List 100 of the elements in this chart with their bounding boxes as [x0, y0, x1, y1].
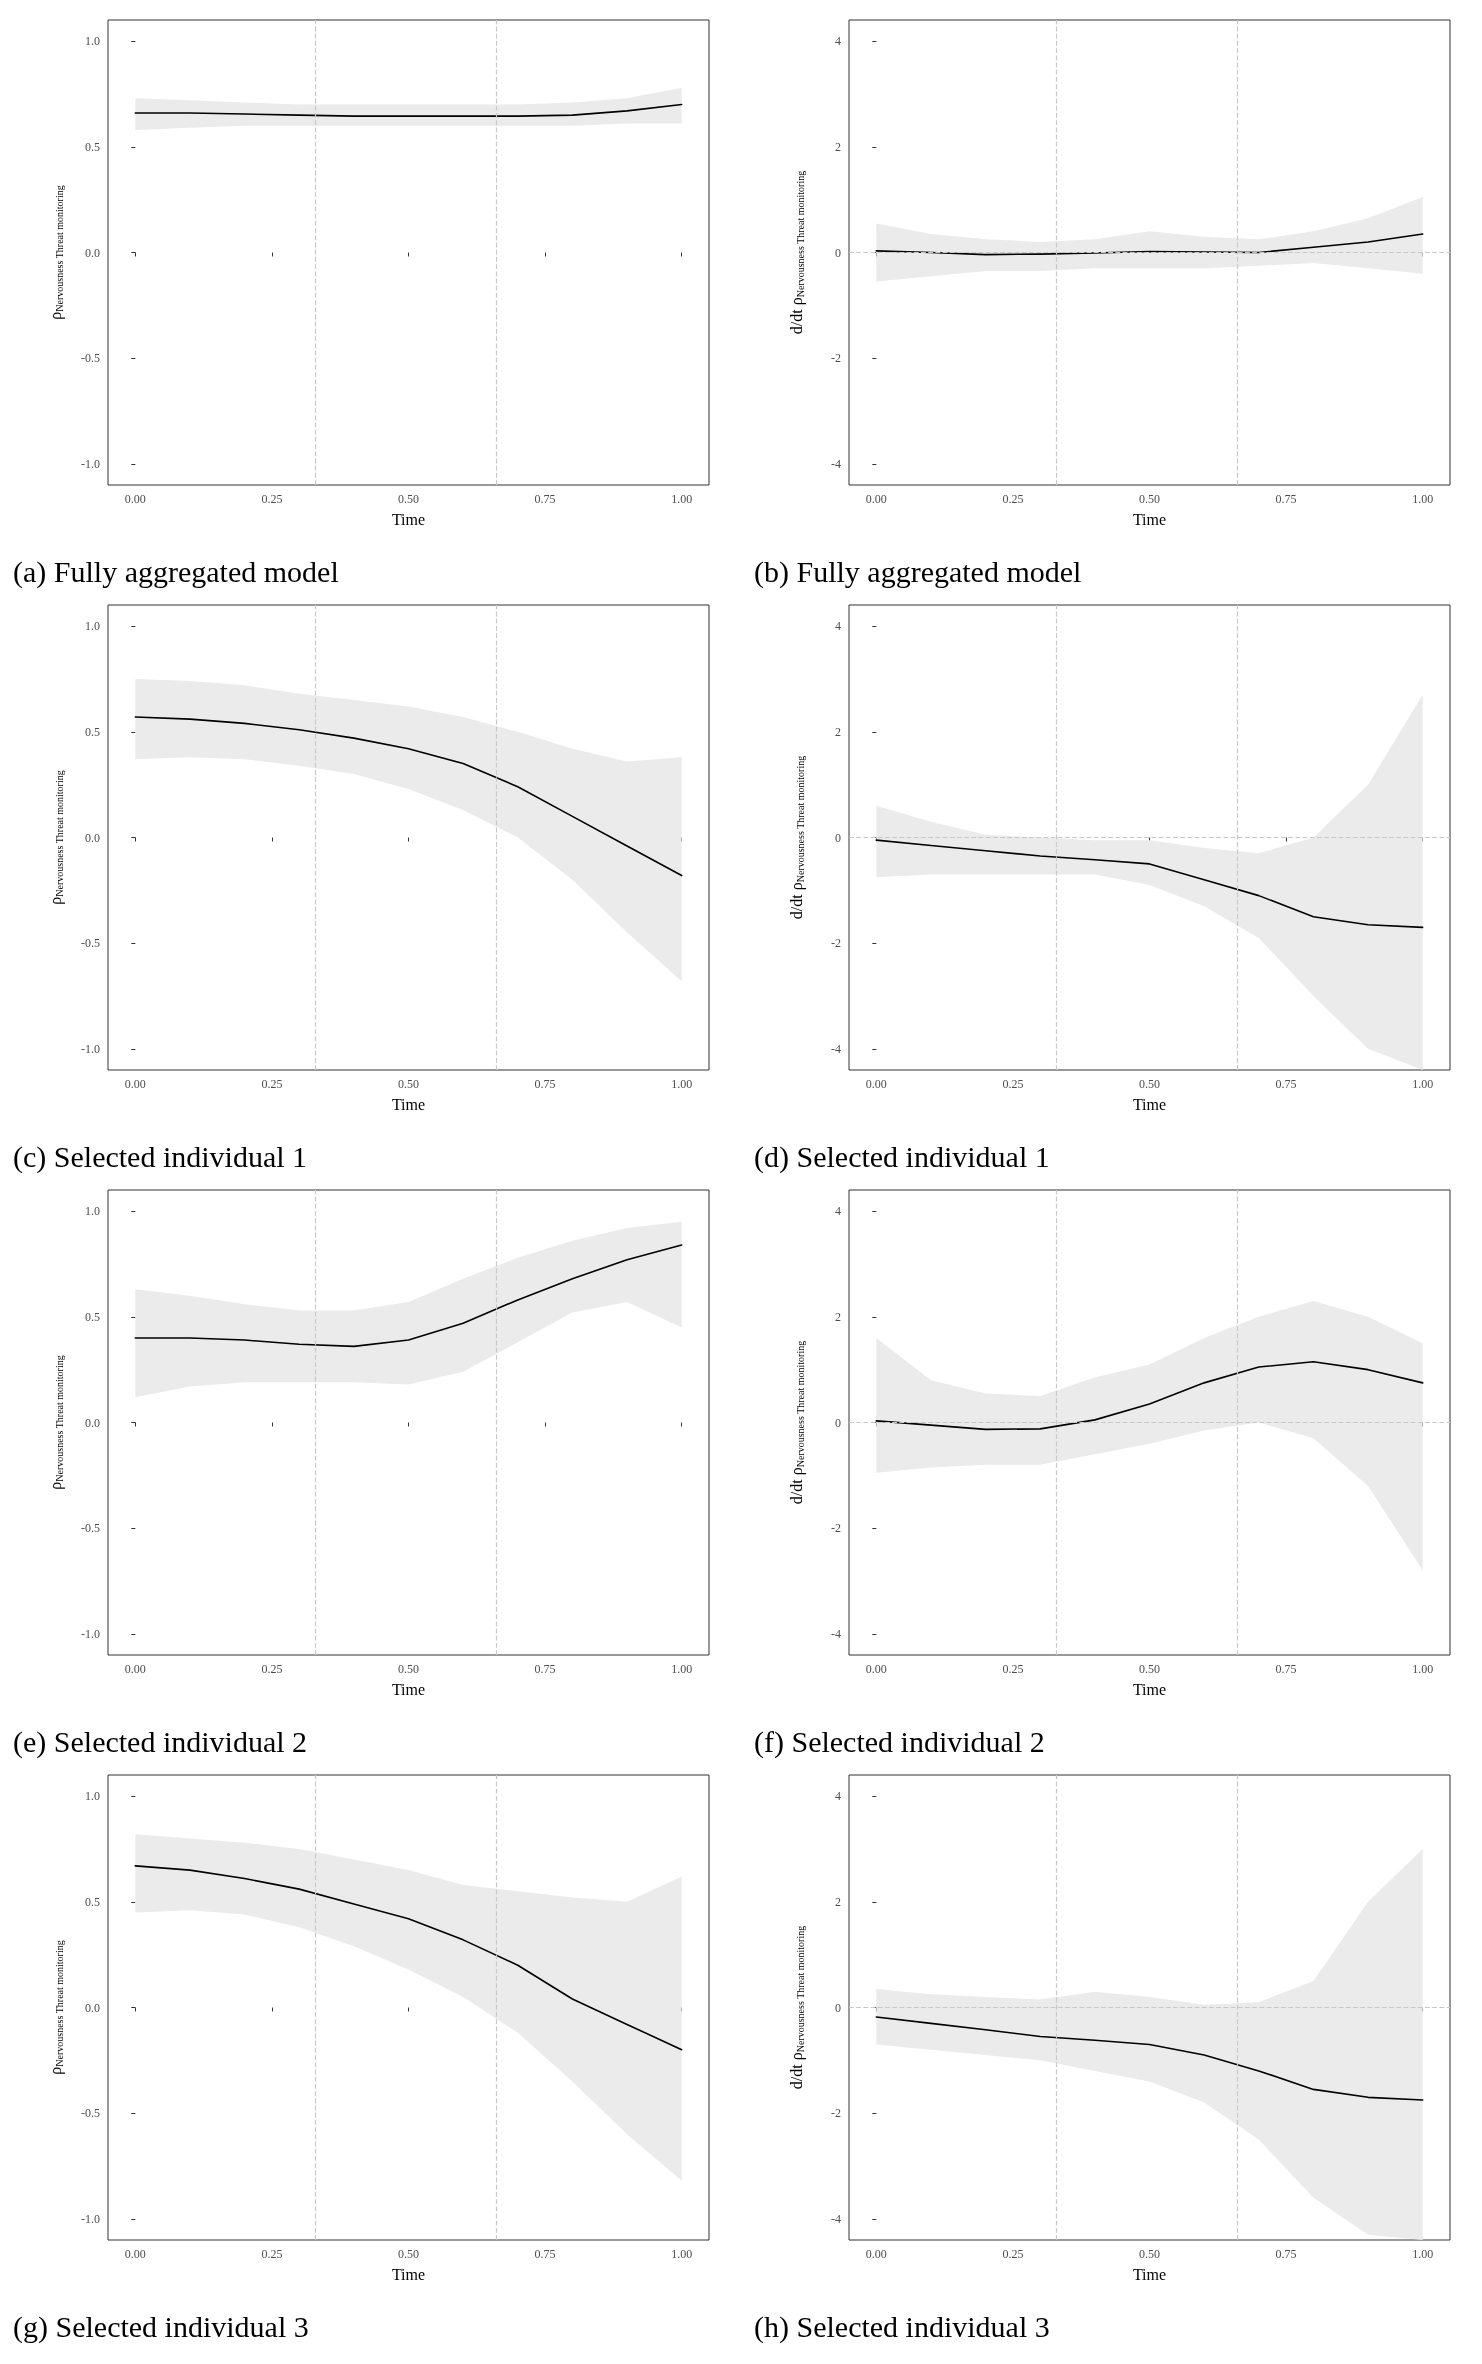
x-tick-label: 1.00	[1412, 492, 1434, 506]
x-tick-label: 0.25	[261, 492, 283, 506]
y-tick-label: 2	[835, 1894, 841, 1909]
y-tick-label: 0.5	[85, 139, 100, 154]
text: (e) Selected individual 2	[13, 1724, 308, 1759]
y-tick-label: 4	[835, 34, 841, 49]
y-tick-label: 2	[835, 139, 841, 154]
y-tick-label: 0.5	[85, 724, 100, 739]
line-series	[875, 839, 1424, 929]
x-tick-label: 0.50	[1139, 1077, 1160, 1091]
y-tick-label: 1.0	[85, 1204, 100, 1219]
x-tick-label: 0.50	[398, 1662, 419, 1676]
y-tick-label: -4	[831, 2211, 841, 2226]
x-tick-label: 0.75	[534, 1662, 556, 1676]
text: (a) Fully aggregated model	[13, 554, 339, 589]
y-tick-label: -4	[831, 1626, 841, 1641]
text: (f) Selected individual 2	[754, 1724, 1045, 1759]
y-tick-label: 1.0	[85, 34, 100, 49]
y-tick-label: 0.5	[85, 1894, 100, 1909]
x-tick-label: 0.00	[124, 1662, 146, 1676]
x-tick-label: 0.50	[398, 1077, 419, 1091]
y-tick-label: -0.5	[81, 2106, 100, 2121]
y-tick-label: -4	[831, 456, 841, 471]
y-axis-title: d/dt ρNervousness Threat monitoring	[787, 755, 806, 920]
x-tick-label: 0.75	[1275, 1662, 1297, 1676]
x-tick-label: 0.75	[1275, 2247, 1297, 2261]
y-tick-label: 2	[835, 1309, 841, 1324]
x-tick-label: 1.00	[671, 2247, 693, 2261]
x-tick-label: 1.00	[1412, 1077, 1434, 1091]
x-axis-title: Time	[391, 1680, 426, 1698]
x-tick-label: 0.00	[124, 492, 146, 506]
x-tick-label: 0.50	[1139, 1662, 1160, 1676]
x-tick-label: 0.75	[1275, 1077, 1297, 1091]
x-tick-label: 0.25	[1002, 492, 1024, 506]
y-tick-label: 4	[835, 1204, 841, 1219]
x-tick-label: 1.00	[671, 1662, 693, 1676]
line-series	[875, 1360, 1424, 1431]
y-tick-label: -2	[831, 936, 841, 951]
text: (g) Selected individual 3	[13, 2309, 309, 2344]
x-tick-label: 0.75	[534, 492, 556, 506]
y-tick-label: 2	[835, 724, 841, 739]
x-tick-label: 0.50	[398, 2247, 419, 2261]
y-axis-title: ρNervousness Threat monitoring	[46, 1355, 65, 1490]
text: (h) Selected individual 3	[754, 2309, 1050, 2344]
x-axis-title: Time	[1132, 510, 1167, 528]
y-tick-label: -0.5	[81, 936, 100, 951]
y-tick-label: 0.0	[85, 830, 100, 845]
y-tick-label: 0.0	[85, 245, 100, 260]
line-series	[134, 716, 683, 877]
y-tick-label: -4	[831, 1041, 841, 1056]
x-axis-title: Time	[391, 1095, 426, 1113]
x-tick-label: 0.00	[865, 492, 887, 506]
x-tick-label: 0.00	[865, 1662, 887, 1676]
y-axis-title: ρNervousness Threat monitoring	[46, 1940, 65, 2075]
y-tick-label: -0.5	[81, 351, 100, 366]
y-tick-label: 4	[835, 1789, 841, 1804]
y-tick-label: 1.0	[85, 1789, 100, 1804]
y-tick-label: 0	[835, 1415, 841, 1430]
x-axis-title: Time	[391, 2265, 426, 2283]
x-tick-label: 0.25	[261, 2247, 283, 2261]
y-axis-title: d/dt ρNervousness Threat monitoring	[787, 170, 806, 335]
x-tick-label: 0.25	[1002, 1077, 1024, 1091]
x-tick-label: 0.00	[124, 1077, 146, 1091]
x-tick-label: 0.75	[534, 1077, 556, 1091]
y-axis-title: ρNervousness Threat monitoring	[46, 185, 65, 320]
x-tick-label: 0.00	[124, 2247, 146, 2261]
x-axis-title: Time	[1132, 2265, 1167, 2283]
x-tick-label: 1.00	[1412, 2247, 1434, 2261]
y-tick-label: 0	[835, 830, 841, 845]
x-axis-title: Time	[391, 510, 426, 528]
x-tick-label: 0.00	[865, 2247, 887, 2261]
x-tick-label: 0.50	[1139, 2247, 1160, 2261]
x-tick-label: 0.25	[261, 1662, 283, 1676]
line-series	[875, 2016, 1424, 2101]
y-axis-title: d/dt ρNervousness Threat monitoring	[787, 1340, 806, 1505]
y-tick-label: -2	[831, 351, 841, 366]
x-tick-label: 0.50	[1139, 492, 1160, 506]
y-tick-label: -2	[831, 1521, 841, 1536]
y-tick-label: 4	[835, 619, 841, 634]
line-series	[134, 103, 683, 117]
x-tick-label: 0.75	[534, 2247, 556, 2261]
y-tick-label: -2	[831, 2106, 841, 2121]
y-tick-label: 1.0	[85, 619, 100, 634]
y-tick-label: 0	[835, 245, 841, 260]
text: (b) Fully aggregated model	[754, 554, 1082, 589]
x-tick-label: 1.00	[671, 1077, 693, 1091]
y-tick-label: -1.0	[81, 2211, 100, 2226]
y-tick-label: 0	[835, 2000, 841, 2015]
y-axis-title: ρNervousness Threat monitoring	[46, 770, 65, 905]
text: (d) Selected individual 1	[754, 1139, 1050, 1174]
y-tick-label: -1.0	[81, 1626, 100, 1641]
x-tick-label: 1.00	[1412, 1662, 1434, 1676]
x-axis-title: Time	[1132, 1680, 1167, 1698]
y-tick-label: -0.5	[81, 1521, 100, 1536]
x-tick-label: 0.50	[398, 492, 419, 506]
y-tick-label: 0.0	[85, 2000, 100, 2015]
x-axis-title: Time	[1132, 1095, 1167, 1113]
x-tick-label: 0.25	[261, 1077, 283, 1091]
line-series	[875, 233, 1424, 256]
text: (c) Selected individual 1	[13, 1139, 308, 1174]
